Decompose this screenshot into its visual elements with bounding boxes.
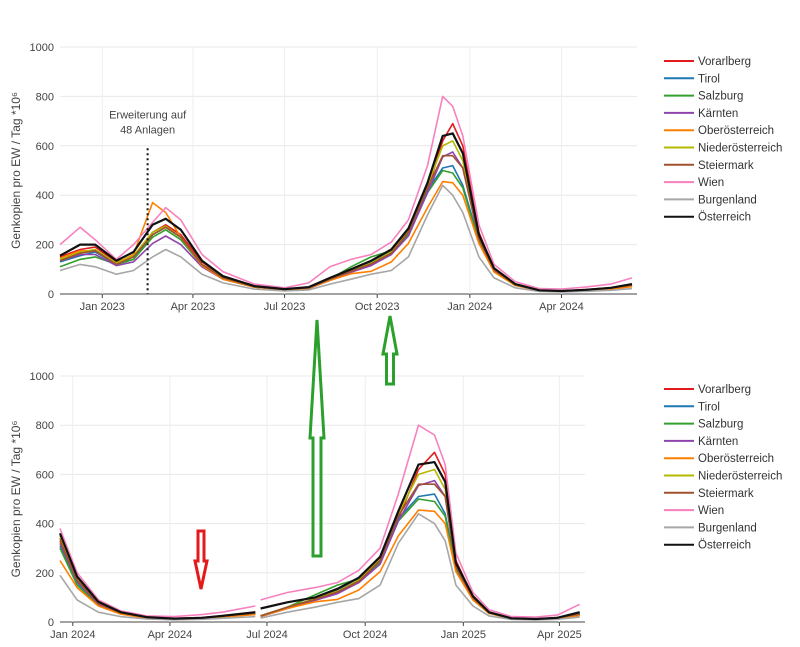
y-tick-label: 1000 bbox=[30, 371, 54, 383]
series-line-österreich bbox=[260, 461, 580, 621]
legend-label: Salzburg bbox=[698, 91, 743, 103]
series-line-salzburg bbox=[59, 547, 256, 620]
x-tick-label: Jul 2024 bbox=[246, 629, 288, 641]
legend-label: Vorarlberg bbox=[698, 384, 751, 396]
series-line-niederösterreich bbox=[260, 468, 580, 620]
annotation-arrows bbox=[193, 315, 399, 590]
y-tick-label: 800 bbox=[36, 420, 54, 432]
series-line-vorarlberg bbox=[260, 451, 580, 620]
y-tick-label: 600 bbox=[36, 141, 54, 153]
legend-label: Niederösterreich bbox=[698, 143, 782, 155]
series-line-oberösterreich bbox=[260, 509, 580, 621]
series-line-wien bbox=[59, 528, 256, 618]
series-line-vorarlberg bbox=[59, 122, 633, 292]
legend-label: Tirol bbox=[698, 401, 720, 413]
series-line-wien bbox=[260, 424, 581, 618]
y-tick-label: 800 bbox=[36, 91, 54, 103]
x-tick-label: Apr 2025 bbox=[537, 629, 582, 641]
legend-label: Burgenland bbox=[698, 194, 757, 206]
x-tick-label: Oct 2023 bbox=[355, 301, 400, 313]
y-tick-label: 400 bbox=[36, 190, 54, 202]
series-line-niederösterreich bbox=[59, 140, 633, 292]
annotation-text: 48 Anlagen bbox=[120, 124, 175, 136]
legend-label: Vorarlberg bbox=[698, 56, 751, 68]
y-tick-label: 0 bbox=[48, 289, 54, 301]
x-tick-label: Jan 2024 bbox=[447, 301, 492, 313]
x-tick-label: Oct 2024 bbox=[343, 629, 388, 641]
series-line-tirol bbox=[59, 545, 256, 620]
green-arrow-up-short bbox=[381, 315, 399, 386]
x-tick-label: Apr 2024 bbox=[539, 301, 584, 313]
x-tick-label: Jul 2023 bbox=[264, 301, 306, 313]
green-arrow-up-tall bbox=[308, 319, 326, 558]
x-tick-label: Apr 2023 bbox=[171, 301, 216, 313]
series-line-burgenland bbox=[59, 184, 633, 293]
y-tick-label: 200 bbox=[36, 240, 54, 252]
series-line-burgenland bbox=[260, 513, 580, 621]
legend-label: Österreich bbox=[698, 540, 751, 552]
y-tick-label: 1000 bbox=[30, 42, 54, 54]
series-line-österreich bbox=[58, 532, 256, 620]
chart-top: 0 200 400 600 800 1000 Jan 2023 Apr 2023 Jul 202… bbox=[9, 42, 782, 313]
annotation-text: Erweiterung auf bbox=[109, 110, 187, 122]
legend-label: Wien bbox=[698, 177, 724, 189]
y-tick-label: 200 bbox=[36, 568, 54, 580]
legend-label: Kärnten bbox=[698, 436, 738, 448]
legend-label: Oberösterreich bbox=[698, 453, 774, 465]
y-axis-label: Genkopien pro EW / Tag *10⁶ bbox=[9, 421, 23, 578]
x-tick-label: Jan 2024 bbox=[50, 629, 95, 641]
y-tick-label: 400 bbox=[36, 519, 54, 531]
series-line-österreich bbox=[59, 132, 633, 293]
x-tick-label: Jan 2025 bbox=[441, 629, 486, 641]
legend-label: Wien bbox=[698, 505, 724, 517]
legend-label: Kärnten bbox=[698, 108, 738, 120]
legend-label: Steiermark bbox=[698, 160, 754, 172]
legend-label: Steiermark bbox=[698, 488, 754, 500]
legend-label: Tirol bbox=[698, 73, 720, 85]
series-line-wien bbox=[59, 95, 633, 290]
y-tick-label: 600 bbox=[36, 469, 54, 481]
legend-label: Burgenland bbox=[698, 522, 757, 534]
legend-label: Niederösterreich bbox=[698, 471, 782, 483]
legend-label: Salzburg bbox=[698, 419, 743, 431]
legend-label: Oberösterreich bbox=[698, 125, 774, 137]
series-line-burgenland bbox=[59, 574, 256, 621]
chart-bottom: 0 200 400 600 800 1000 Jan 2024 Apr 2024 Jul 202… bbox=[9, 371, 782, 641]
x-tick-label: Apr 2024 bbox=[148, 629, 193, 641]
y-tick-label: 0 bbox=[48, 617, 54, 629]
x-tick-label: Jan 2023 bbox=[80, 301, 125, 313]
series-line-oberösterreich bbox=[59, 180, 633, 293]
legend-label: Österreich bbox=[698, 212, 751, 224]
y-axis-label: Genkopien pro EW / Tag *10⁶ bbox=[9, 92, 23, 249]
red-arrow-down bbox=[193, 529, 209, 590]
